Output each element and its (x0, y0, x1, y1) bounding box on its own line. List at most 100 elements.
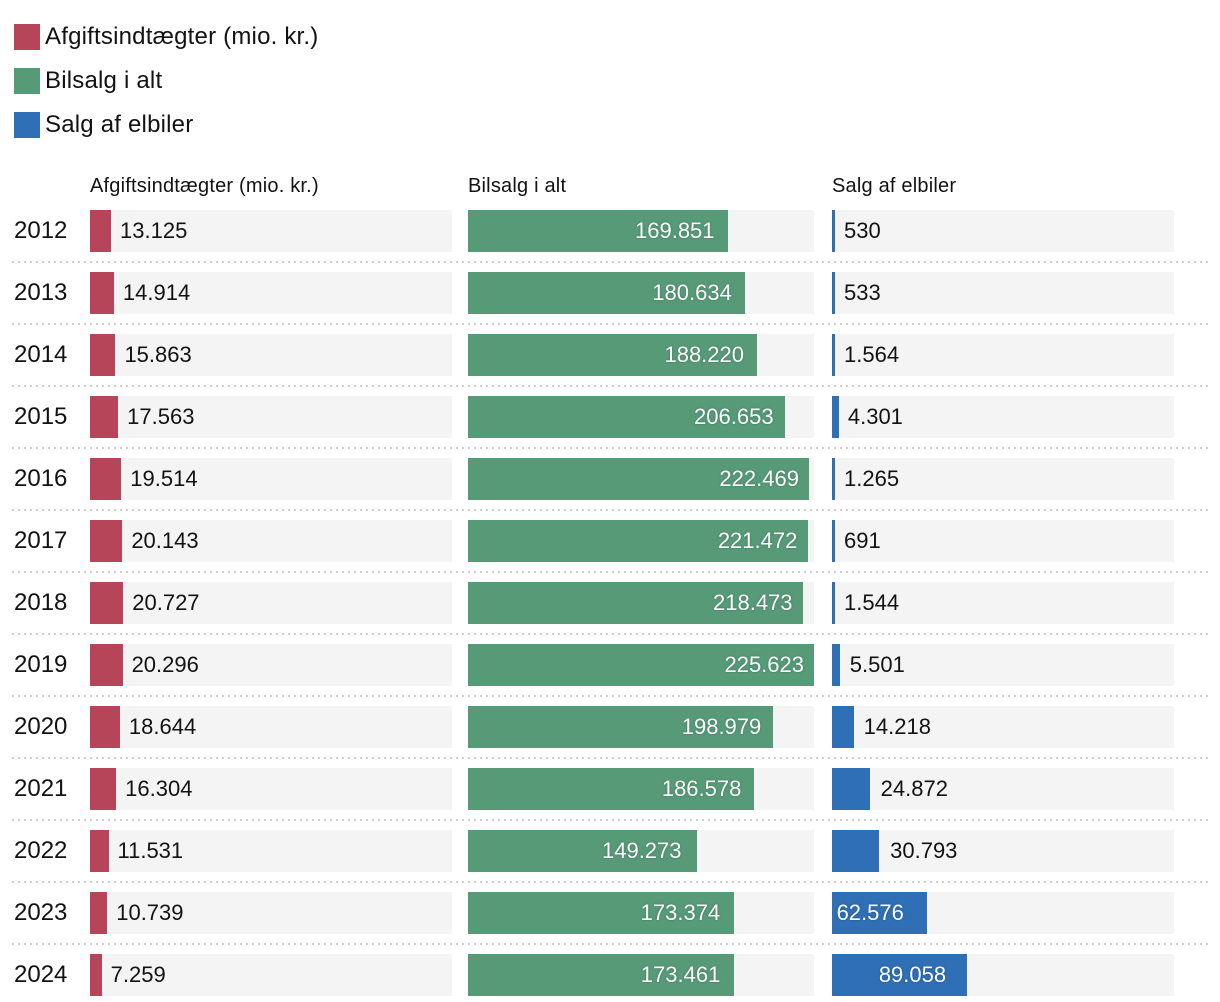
afgiftsindtaegter-bar (90, 458, 122, 500)
elbiler-value: 4.301 (847, 404, 903, 429)
dotted-line (12, 757, 1208, 759)
dotted-line (12, 323, 1208, 325)
legend-item-elbiler: Salg af elbiler (14, 103, 1220, 147)
elbiler-value: 89.058 (878, 962, 947, 987)
afgiftsindtaegter-track: 20.296 (90, 644, 452, 686)
bilsalg-track: 198.979 (468, 706, 814, 748)
afgiftsindtaegter-track: 17.563 (90, 396, 452, 438)
legend-label: Bilsalg i alt (45, 67, 163, 94)
dotted-line (12, 943, 1208, 945)
elbiler-track: 62.576 (832, 892, 1174, 934)
elbiler-value: 24.872 (880, 776, 948, 801)
elbiler-bar (832, 892, 927, 934)
bilsalg-bar (468, 706, 774, 748)
bilsalg-track: 186.578 (468, 768, 814, 810)
table-row: 2024 7.259 173.461 89.058 (0, 954, 1220, 996)
year-label: 2018 (14, 589, 68, 616)
bilsalg-bar (468, 582, 804, 624)
bilsalg-bar (468, 396, 785, 438)
year-label: 2014 (14, 341, 68, 368)
bilsalg-bar (468, 830, 697, 872)
dotted-line (12, 695, 1208, 697)
bilsalg-track: 221.472 (468, 520, 814, 562)
table-row: 2017 20.143 221.472 691 (0, 520, 1220, 562)
dotted-line (12, 571, 1208, 573)
table-row: 2014 15.863 188.220 1.564 (0, 334, 1220, 376)
row-separator (0, 314, 1220, 334)
afgiftsindtaegter-track: 15.863 (90, 334, 452, 376)
year-label: 2021 (14, 775, 68, 802)
dotted-line (12, 509, 1208, 511)
year-label: 2013 (14, 279, 68, 306)
afgiftsindtaegter-track: 11.531 (90, 830, 452, 872)
afgiftsindtaegter-value: 15.863 (124, 342, 192, 367)
year-label: 2023 (14, 899, 68, 926)
bilsalg-value: 173.461 (640, 962, 721, 987)
bilsalg-track: 188.220 (468, 334, 814, 376)
afgiftsindtaegter-bar (90, 396, 119, 438)
elbiler-value: 530 (844, 218, 881, 243)
table-row: 2020 18.644 198.979 14.218 (0, 706, 1220, 748)
legend-label: Salg af elbiler (45, 111, 194, 138)
elbiler-bar (832, 458, 835, 500)
row-separator (0, 686, 1220, 706)
afgiftsindtaegter-value: 14.914 (122, 280, 191, 305)
afgiftsindtaegter-bar (90, 334, 116, 376)
afgiftsindtaegter-track: 13.125 (90, 210, 452, 252)
bilsalg-value: 206.653 (694, 404, 774, 429)
elbiler-bar (832, 954, 967, 996)
legend-item-afgiftsindtaegter: Afgiftsindtægter (mio. kr.) (14, 15, 1220, 59)
afgiftsindtaegter-bar (90, 210, 112, 252)
afgiftsindtaegter-track: 10.739 (90, 892, 452, 934)
column-header-bilsalg: Bilsalg i alt (468, 175, 567, 197)
afgiftsindtaegter-bar (90, 954, 102, 996)
elbiler-track: 4.301 (832, 396, 1174, 438)
row-separator (0, 252, 1220, 272)
bilsalg-value: 188.220 (664, 342, 744, 367)
table-row: 2018 20.727 218.473 1.544 (0, 582, 1220, 624)
table-row: 2019 20.296 225.623 5.501 (0, 644, 1220, 686)
elbiler-value: 533 (844, 280, 881, 305)
bilsalg-track: 173.374 (468, 892, 814, 934)
bilsalg-value: 198.979 (681, 714, 762, 739)
bilsalg-bar (468, 644, 814, 686)
afgiftsindtaegter-bar (90, 582, 124, 624)
bilsalg-value: 225.623 (724, 652, 804, 677)
elbiler-value: 14.218 (863, 714, 931, 739)
year-label: 2016 (14, 465, 68, 492)
elbiler-value: 1.564 (844, 342, 900, 367)
bilsalg-bar (468, 458, 810, 500)
afgiftsindtaegter-value: 13.125 (120, 218, 188, 243)
bilsalg-track: 222.469 (468, 458, 814, 500)
elbiler-bar (832, 706, 854, 748)
bilsalg-value: 222.469 (719, 466, 799, 491)
elbiler-value: 5.501 (849, 652, 905, 677)
dotted-line (12, 385, 1208, 387)
elbiler-value: 62.576 (836, 900, 904, 925)
chart-rows: 2012 13.125 169.851 530 2013 14.914 180.634 533… (0, 210, 1220, 996)
elbiler-bar (832, 644, 841, 686)
elbiler-track: 14.218 (832, 706, 1174, 748)
legend-item-bilsalg: Bilsalg i alt (14, 59, 1220, 103)
bilsalg-track: 206.653 (468, 396, 814, 438)
bilsalg-value: 169.851 (635, 218, 715, 243)
dotted-line (12, 881, 1208, 883)
year-label: 2020 (14, 713, 68, 740)
bilsalg-value: 186.578 (661, 776, 742, 801)
green-swatch-icon (14, 68, 40, 94)
bilsalg-bar (468, 334, 757, 376)
elbiler-value: 691 (844, 528, 881, 553)
elbiler-bar (832, 520, 835, 562)
afgiftsindtaegter-value: 7.259 (110, 962, 166, 987)
year-label: 2019 (14, 651, 68, 678)
table-row: 2016 19.514 222.469 1.265 (0, 458, 1220, 500)
row-separator (0, 934, 1220, 954)
bilsalg-value: 218.473 (713, 590, 793, 615)
column-headers: Afgiftsindtægter (mio. kr.) Bilsalg i al… (0, 174, 1220, 198)
blue-swatch-icon (14, 112, 40, 138)
afgiftsindtaegter-track: 18.644 (90, 706, 452, 748)
dotted-line (12, 447, 1208, 449)
afgiftsindtaegter-bar (90, 520, 123, 562)
afgiftsindtaegter-value: 20.296 (131, 652, 199, 677)
bilsalg-track: 180.634 (468, 272, 814, 314)
